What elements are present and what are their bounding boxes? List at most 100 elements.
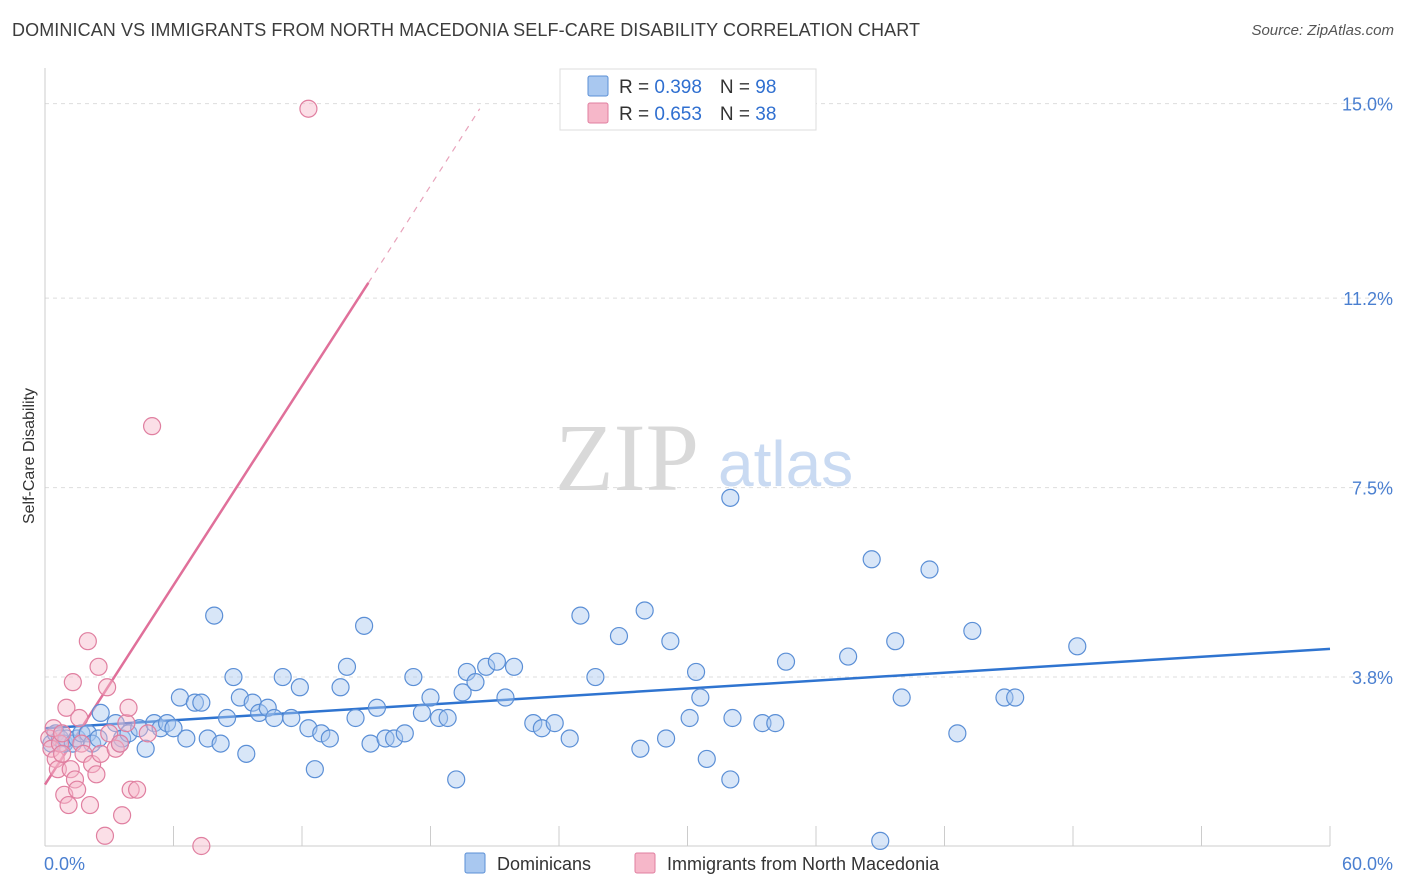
point-dominicans	[524, 714, 543, 733]
bottom-legend: Dominicans Immigrants from North Macedon…	[464, 852, 940, 874]
legend-n-label-1: N =	[720, 77, 755, 98]
point-macedonia	[87, 765, 106, 784]
point-dominicans	[185, 693, 205, 712]
legend-row-2: R = 0.653 N = 38	[619, 104, 776, 125]
point-dominicans	[412, 703, 432, 722]
point-dominicans	[466, 673, 485, 692]
point-macedonia	[61, 760, 80, 779]
point-dominicans	[136, 739, 155, 758]
point-dominicans	[106, 714, 125, 733]
x-ticks	[44, 826, 1331, 846]
y-axis-title: Self-Care Disability	[21, 388, 38, 524]
legend-swatch-pink	[587, 102, 609, 124]
legend-box: R = 0.398 N = 98 R = 0.653 N = 38	[559, 68, 817, 131]
legend-n-value-1: 98	[755, 77, 776, 98]
point-dominicans	[776, 652, 796, 671]
bottom-legend-swatch-dominicans	[464, 852, 486, 874]
grid-layer	[45, 103, 1392, 678]
point-dominicans	[721, 488, 740, 507]
legend-row-1: R = 0.398 N = 98	[619, 77, 776, 98]
trendline-macedonia-extension	[367, 108, 481, 284]
y-tick-label: 3.8%	[1352, 668, 1393, 688]
chart-source: Source: ZipAtlas.com	[1251, 22, 1394, 39]
point-dominicans	[753, 714, 772, 733]
point-dominicans	[697, 749, 716, 769]
point-macedonia	[119, 698, 138, 717]
point-dominicans	[686, 662, 706, 682]
point-dominicans	[217, 708, 237, 728]
point-dominicans	[721, 770, 740, 789]
point-dominicans	[447, 770, 466, 789]
y-tick-label: 15.0%	[1342, 95, 1393, 115]
point-dominicans	[631, 739, 650, 758]
point-macedonia	[63, 673, 82, 692]
point-macedonia	[299, 99, 318, 118]
point-dominicans	[487, 652, 506, 671]
legend-r-value-2: 0.653	[654, 104, 702, 125]
point-macedonia	[70, 708, 89, 728]
legend-r-label-1: R =	[619, 77, 654, 98]
point-macedonia	[142, 417, 162, 436]
point-dominicans	[766, 714, 785, 733]
point-macedonia	[44, 719, 63, 738]
point-dominicans	[337, 657, 357, 676]
bottom-legend-swatch-macedonia	[634, 852, 656, 874]
point-dominicans	[862, 550, 881, 569]
y-tick-label: 11.2%	[1343, 289, 1393, 309]
point-macedonia	[89, 657, 108, 676]
point-dominicans	[265, 708, 284, 728]
point-macedonia	[110, 734, 130, 753]
point-dominicans	[892, 688, 911, 707]
point-dominicans	[290, 678, 309, 697]
point-dominicans	[224, 667, 243, 687]
y-tick-labels: 3.8% 7.5% 11.2% 15.0%	[1342, 95, 1393, 688]
point-macedonia	[98, 678, 117, 697]
point-dominicans	[609, 626, 629, 646]
point-macedonia	[192, 836, 211, 856]
point-dominicans	[421, 688, 440, 707]
point-dominicans	[691, 688, 710, 707]
point-dominicans	[305, 760, 324, 779]
point-macedonia	[78, 632, 97, 651]
point-dominicans	[723, 708, 742, 728]
point-dominicans	[346, 708, 365, 728]
y-tick-label: 7.5%	[1352, 479, 1393, 499]
point-macedonia	[53, 724, 72, 743]
point-macedonia	[138, 724, 157, 743]
trendline-dominicans	[44, 647, 1331, 730]
point-macedonia	[112, 806, 132, 825]
point-dominicans	[282, 708, 301, 728]
bottom-legend-label-dominicans: Dominicans	[497, 854, 591, 874]
point-dominicans	[177, 729, 196, 748]
point-macedonia	[59, 795, 78, 815]
point-dominicans	[404, 667, 423, 687]
point-dominicans	[91, 703, 110, 722]
point-dominicans	[839, 647, 858, 666]
legend-n-value-2: 38	[755, 104, 776, 125]
point-dominicans	[320, 729, 339, 748]
point-dominicans	[205, 606, 224, 625]
point-dominicans	[948, 724, 967, 743]
point-dominicans	[656, 729, 676, 748]
points-layer	[40, 99, 1087, 856]
point-dominicans	[164, 719, 183, 738]
point-macedonia	[68, 780, 87, 799]
point-dominicans	[192, 693, 211, 712]
point-dominicans	[886, 632, 905, 651]
legend-n-label-2: N =	[720, 104, 755, 125]
point-dominicans	[438, 708, 457, 728]
point-dominicans	[560, 729, 579, 748]
watermark-atlas: atlas	[718, 428, 853, 500]
point-dominicans	[477, 657, 496, 676]
x-tick-label-min: 0.0%	[44, 854, 85, 874]
point-dominicans	[367, 698, 387, 717]
bottom-legend-label-macedonia: Immigrants from North Macedonia	[667, 854, 940, 874]
point-dominicans	[395, 724, 414, 743]
point-dominicans	[78, 724, 97, 743]
point-dominicans	[496, 688, 515, 707]
point-dominicans	[453, 683, 472, 702]
point-dominicans	[331, 678, 350, 697]
point-dominicans	[571, 606, 590, 625]
trendline-macedonia	[43, 282, 370, 786]
